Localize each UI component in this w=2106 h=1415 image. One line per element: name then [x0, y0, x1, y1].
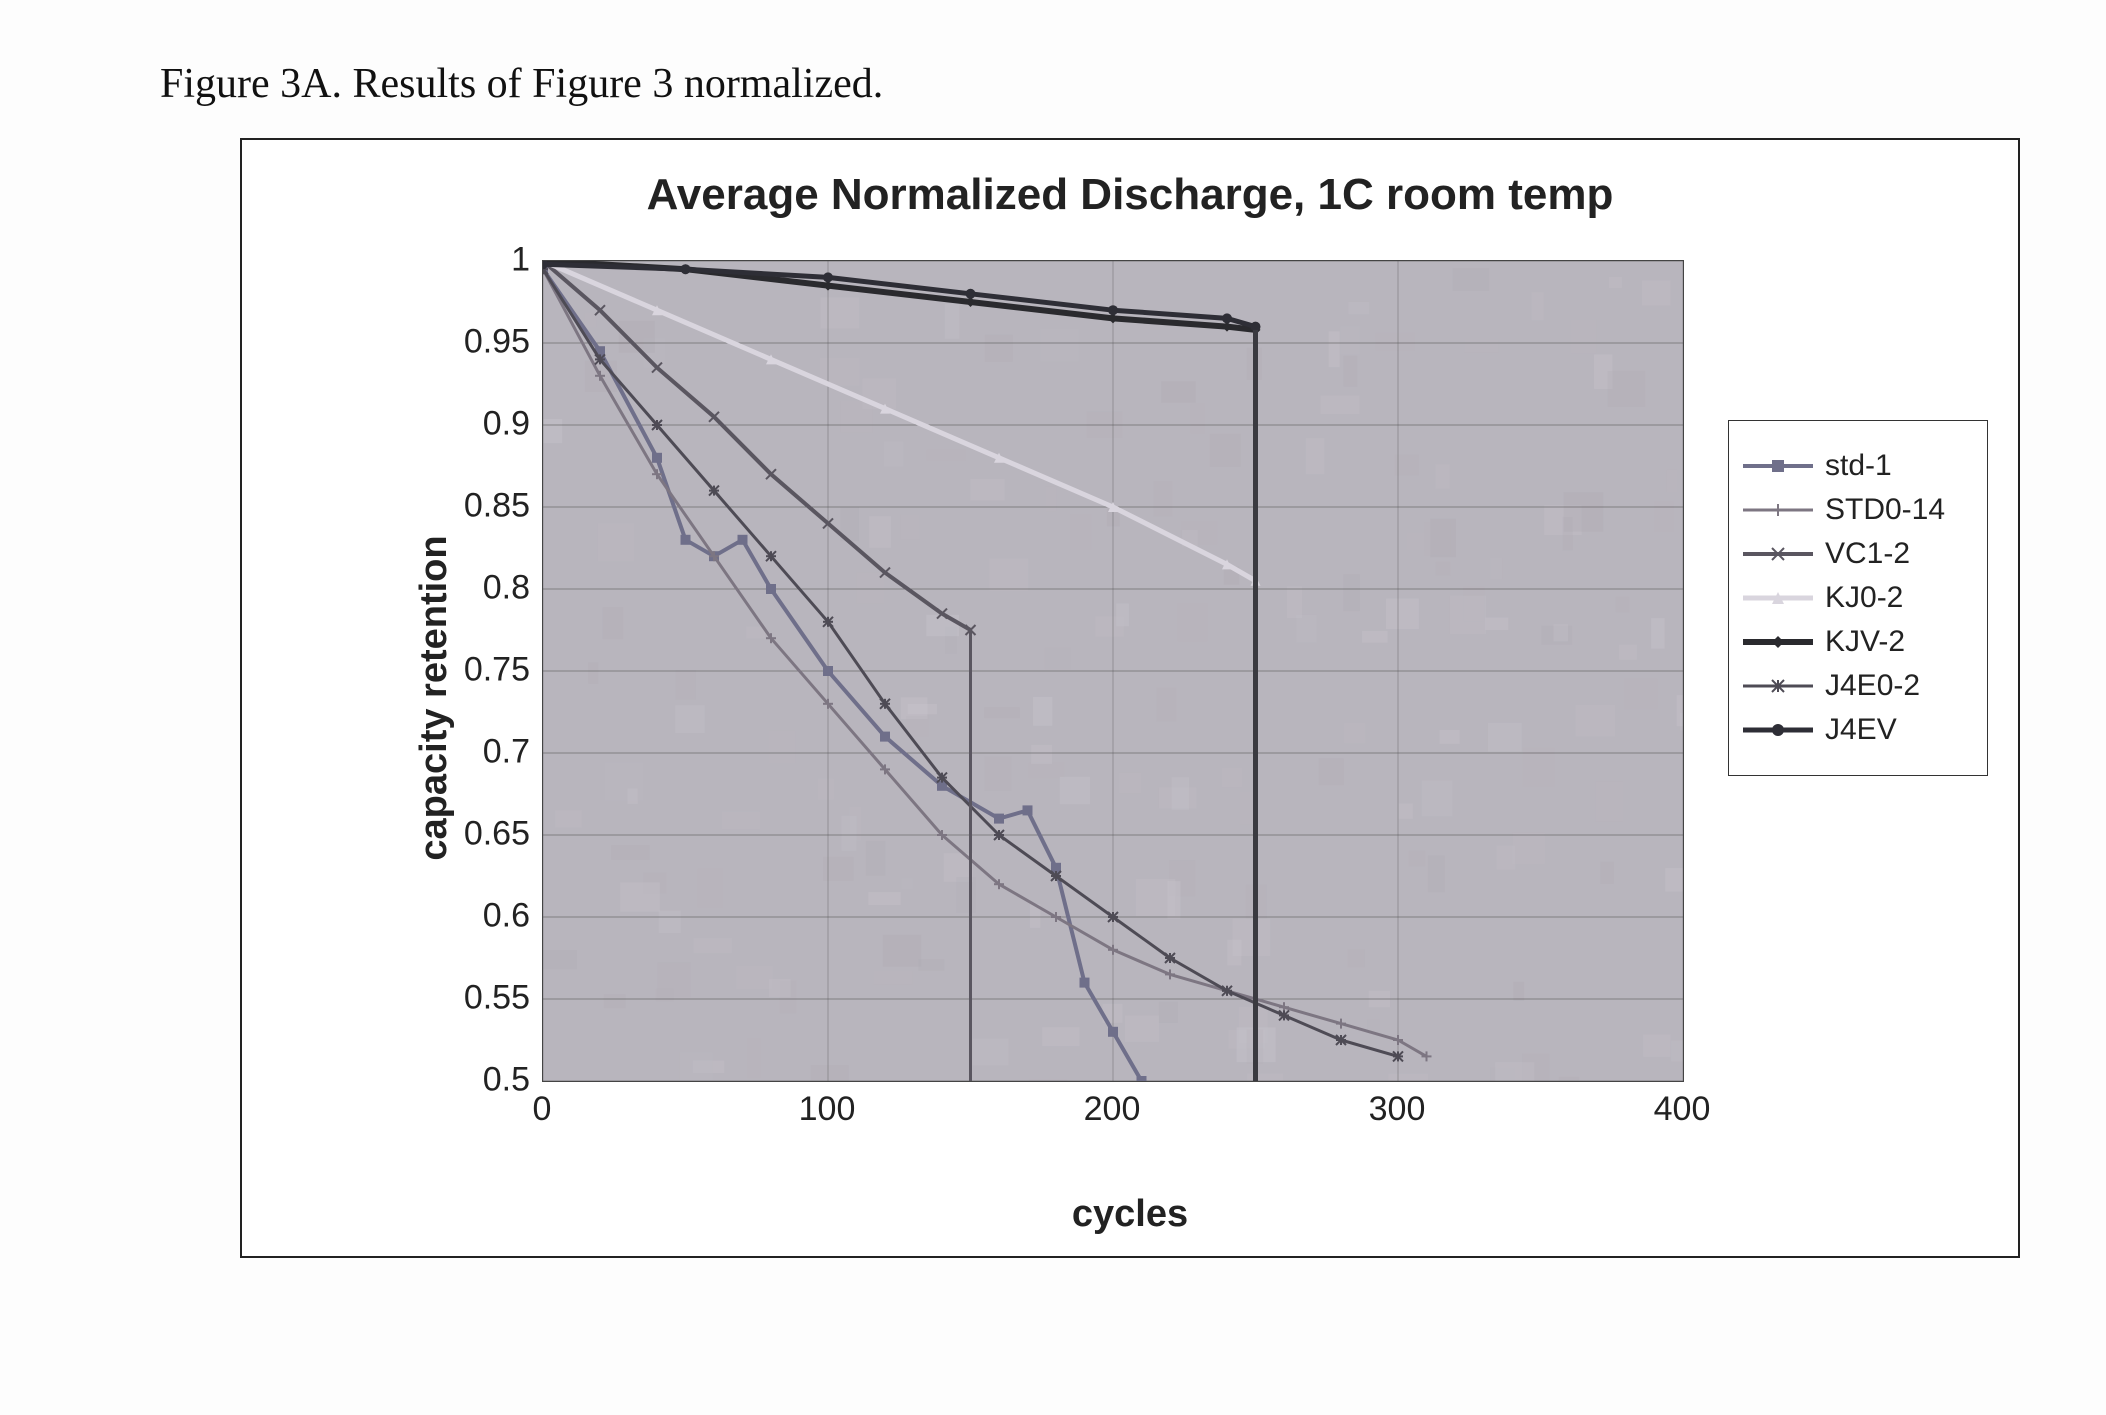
y-axis-label: capacity retention [413, 535, 456, 860]
x-axis-label: cycles [242, 1193, 2018, 1236]
x-tick-label: 400 [1654, 1080, 1711, 1129]
y-tick-label: 0.85 [464, 487, 542, 526]
y-tick-label: 0.7 [483, 733, 542, 772]
legend-label: KJV-2 [1825, 625, 1905, 659]
y-tick-label: 0.95 [464, 323, 542, 362]
y-tick-label: 0.9 [483, 405, 542, 444]
legend-swatch-icon [1743, 586, 1813, 610]
x-tick-label: 0 [533, 1080, 552, 1129]
legend-item: J4EV [1743, 713, 1973, 747]
legend-swatch-icon [1743, 498, 1813, 522]
legend-swatch-icon [1743, 718, 1813, 742]
legend-item: KJV-2 [1743, 625, 1973, 659]
chart-title: Average Normalized Discharge, 1C room te… [242, 170, 2018, 220]
y-tick-label: 0.6 [483, 897, 542, 936]
plot-area: 0.50.550.60.650.70.750.80.850.90.9510100… [542, 260, 1682, 1080]
figure-frame: Average Normalized Discharge, 1C room te… [240, 138, 2020, 1258]
caption-text: Results of Figure 3 normalized. [353, 61, 884, 107]
legend: std-1 STD0-14 VC1-2 KJ0-2 KJV-2 J4E0-2 J4EV [1728, 420, 1988, 776]
legend-label: J4E0-2 [1825, 669, 1920, 703]
y-tick-label: 0.8 [483, 569, 542, 608]
x-tick-label: 200 [1084, 1080, 1141, 1129]
legend-item: STD0-14 [1743, 493, 1973, 527]
legend-label: KJ0-2 [1825, 581, 1903, 615]
legend-swatch-icon [1743, 542, 1813, 566]
page: Figure 3A. Results of Figure 3 normalize… [0, 0, 2106, 1415]
legend-label: STD0-14 [1825, 493, 1945, 527]
x-tick-label: 100 [799, 1080, 856, 1129]
y-tick-label: 0.65 [464, 815, 542, 854]
y-tick-label: 0.75 [464, 651, 542, 690]
legend-swatch-icon [1743, 674, 1813, 698]
y-tick-label: 1 [511, 241, 542, 280]
figure-caption: Figure 3A. Results of Figure 3 normalize… [160, 60, 2006, 108]
legend-item: J4E0-2 [1743, 669, 1973, 703]
caption-prefix: Figure 3A. [160, 61, 342, 107]
legend-swatch-icon [1743, 630, 1813, 654]
legend-label: VC1-2 [1825, 537, 1910, 571]
legend-label: J4EV [1825, 713, 1897, 747]
legend-item: std-1 [1743, 449, 1973, 483]
legend-label: std-1 [1825, 449, 1892, 483]
legend-item: VC1-2 [1743, 537, 1973, 571]
legend-swatch-icon [1743, 454, 1813, 478]
legend-item: KJ0-2 [1743, 581, 1973, 615]
plot-svg [542, 260, 1684, 1082]
x-tick-label: 300 [1369, 1080, 1426, 1129]
y-tick-label: 0.55 [464, 979, 542, 1018]
